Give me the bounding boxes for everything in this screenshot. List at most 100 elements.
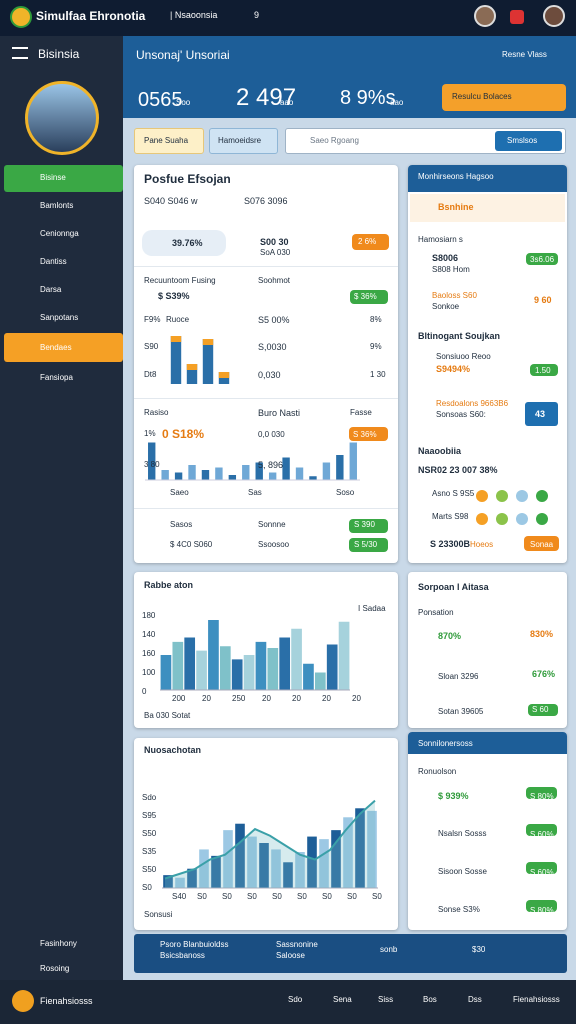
sidebar (0, 36, 123, 980)
badge (526, 787, 557, 799)
button[interactable] (524, 536, 559, 551)
bar (202, 339, 214, 384)
label: S808 Hom (432, 265, 470, 274)
footer-logo[interactable] (12, 990, 34, 1012)
bar (201, 470, 210, 480)
label: 0565 (138, 89, 183, 111)
label: Sonsoas S60: (436, 410, 486, 419)
label: 8% (370, 315, 382, 324)
bar (267, 648, 279, 690)
dot (476, 513, 488, 525)
badge (349, 519, 388, 533)
bar (148, 442, 156, 480)
bar (271, 849, 281, 888)
label: S 80% (530, 792, 554, 801)
dot (516, 513, 528, 525)
bar (163, 875, 173, 888)
label: 676% (532, 669, 556, 679)
label: S00 30 (260, 237, 289, 247)
bar (211, 855, 221, 888)
bar (247, 836, 257, 888)
pill (142, 230, 226, 256)
label: Sassnonine (276, 940, 318, 949)
bar (215, 467, 223, 480)
label: F9% (144, 315, 161, 324)
bar (283, 862, 293, 888)
icon[interactable] (510, 10, 524, 24)
label: Hoeos (470, 540, 494, 549)
label: Sonse S3% (438, 905, 480, 914)
badge (349, 427, 388, 441)
label: 250 (232, 694, 246, 703)
header-button[interactable] (442, 84, 566, 111)
label: 39.76% (172, 238, 203, 248)
label: S 36% (353, 430, 377, 439)
bar (307, 836, 317, 888)
bar (223, 830, 233, 888)
label: Saloose (276, 951, 305, 960)
label: S 80% (530, 906, 554, 915)
tab[interactable] (209, 128, 278, 154)
avatar-small[interactable] (543, 5, 565, 27)
menu-icon[interactable] (12, 47, 28, 59)
label: Saeo (170, 488, 189, 497)
label: 3s6.06 (530, 255, 555, 264)
bar-cap (170, 336, 182, 342)
label: Unsonaj' Unsoriai (136, 48, 230, 62)
dot (496, 490, 508, 502)
bar (319, 839, 329, 888)
label: S0 (222, 892, 232, 901)
label: Dantiss (40, 257, 67, 266)
label: 20 (262, 694, 271, 703)
label: S0 (322, 892, 332, 901)
label: Sanpotans (40, 313, 79, 322)
label: Sonsiuoo Reoo (436, 352, 491, 361)
label: Pane Suaha (144, 136, 189, 145)
label: Rosoing (40, 964, 70, 973)
summary-card (408, 572, 567, 728)
panel-header (408, 165, 567, 192)
bar (282, 457, 290, 480)
label: 5, 896 (258, 460, 284, 470)
label: 8 9%s (340, 87, 396, 109)
label: S0 (372, 892, 382, 901)
label: Resulcu Bolaces (452, 92, 512, 101)
label: 3 80 (144, 460, 160, 469)
label: 43 (535, 409, 546, 419)
label: Ponsation (418, 608, 454, 617)
menu-active[interactable] (4, 333, 123, 362)
bar (186, 364, 198, 384)
label: S35 (142, 847, 157, 856)
avatar-small[interactable] (474, 5, 496, 27)
label: SoA 030 (260, 248, 291, 257)
label: Saeo Rgoang (310, 136, 359, 145)
label: Sonnilonersoss (418, 739, 473, 748)
label: S0 (347, 892, 357, 901)
menu-active[interactable] (4, 165, 123, 192)
button[interactable] (525, 402, 558, 426)
label: Darsa (40, 285, 62, 294)
bar (228, 475, 237, 480)
label: Bos (423, 995, 437, 1004)
label: Soohmot (258, 276, 291, 285)
label: Sena (333, 995, 352, 1004)
label: Fasinhony (40, 939, 77, 948)
bar (314, 672, 326, 690)
bar (187, 868, 197, 888)
label: Simulfaa Ehronotia (36, 9, 146, 23)
label: Fienahsiosss (513, 995, 560, 1004)
label: S 60% (530, 868, 554, 877)
tab[interactable] (134, 128, 204, 154)
label: sonb (380, 945, 398, 954)
label: Siss (378, 995, 394, 1004)
label: Resdoalons 9663B6 (436, 399, 509, 408)
label: 200 (172, 694, 186, 703)
search-button[interactable] (495, 131, 562, 151)
label: Psoro Blanbuioldss (160, 940, 229, 949)
bar (295, 852, 305, 888)
logo (10, 6, 32, 28)
bar (188, 465, 196, 480)
label: S90 (144, 342, 159, 351)
label: Bltinogant Soujkan (418, 331, 500, 341)
